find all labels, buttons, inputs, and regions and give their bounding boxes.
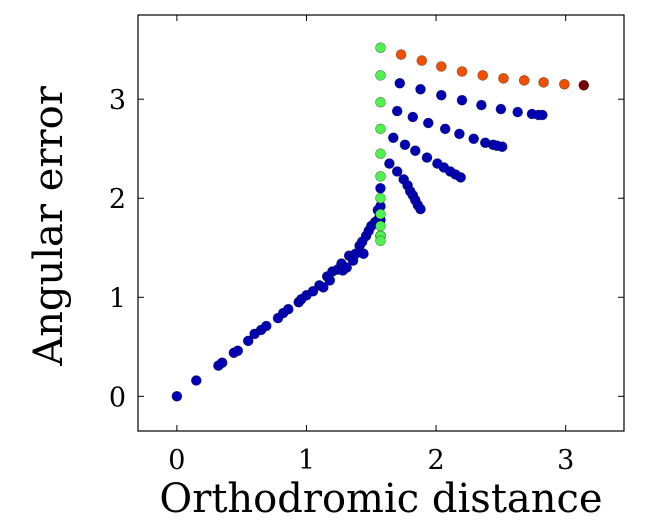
data-point-series-1 (375, 192, 386, 204)
y-tick-label: 3 (109, 85, 126, 116)
data-point-series-0 (232, 345, 244, 357)
y-axis-title: Angular error (26, 85, 72, 366)
data-point-series-1 (375, 123, 386, 135)
data-point-series-0 (307, 285, 319, 297)
data-point-series-1 (375, 96, 386, 108)
data-point-series-0 (375, 183, 386, 194)
data-points (171, 42, 590, 402)
data-point-series-2 (477, 70, 489, 81)
data-point-series-0 (191, 375, 202, 386)
y-tick-label: 1 (109, 283, 126, 314)
x-tick-label: 3 (557, 445, 574, 476)
data-point-series-0 (387, 132, 399, 144)
data-point-series-2 (498, 73, 509, 84)
data-point-series-1 (375, 42, 386, 54)
data-point-series-0 (409, 145, 421, 156)
data-point-series-0 (399, 139, 411, 151)
data-point-series-0 (394, 78, 406, 89)
data-point-series-0 (384, 158, 395, 169)
data-point-series-0 (407, 111, 419, 123)
data-point-series-1 (375, 220, 386, 232)
data-point-series-2 (559, 79, 570, 90)
data-point-series-2 (456, 66, 468, 77)
data-point-series-0 (317, 282, 329, 293)
x-tick-label: 0 (168, 445, 185, 476)
data-point-series-1 (375, 235, 386, 247)
data-point-series-0 (358, 248, 369, 259)
data-point-series-0 (171, 390, 183, 402)
data-point-series-0 (495, 103, 507, 115)
data-point-series-3 (578, 80, 590, 91)
data-point-series-0 (341, 262, 353, 273)
data-point-series-0 (415, 84, 426, 95)
x-tick-label: 1 (298, 445, 315, 476)
data-point-series-1 (375, 148, 386, 159)
axis-ticks: 0 1 2 3 0 1 2 3 (109, 15, 624, 476)
data-point-series-0 (496, 141, 508, 152)
data-point-series-0 (456, 94, 468, 106)
data-point-series-0 (415, 203, 426, 215)
data-point-series-0 (216, 357, 228, 369)
data-point-series-0 (537, 109, 548, 121)
data-point-series-0 (282, 303, 294, 315)
data-point-series-1 (375, 171, 386, 182)
data-point-series-0 (391, 105, 403, 117)
data-point-series-0 (455, 172, 467, 183)
x-axis-title: Orthodromic distance (159, 476, 602, 522)
plot-frame (137, 14, 625, 432)
data-point-series-2 (416, 55, 428, 66)
y-tick-label: 2 (109, 184, 126, 215)
data-point-series-0 (324, 275, 336, 286)
x-tick-label: 2 (427, 445, 444, 476)
data-point-series-0 (435, 89, 447, 101)
data-point-series-0 (476, 99, 487, 111)
data-point-series-1 (375, 70, 386, 81)
data-point-series-2 (395, 49, 407, 60)
data-point-series-0 (242, 335, 254, 347)
y-tick-label: 0 (109, 382, 126, 413)
data-point-series-0 (439, 123, 451, 135)
data-point-series-0 (512, 106, 524, 118)
data-point-series-2 (435, 61, 447, 72)
data-point-series-2 (518, 75, 530, 86)
data-point-series-1 (375, 208, 386, 220)
data-point-series-2 (538, 77, 549, 88)
data-point-series-0 (421, 152, 433, 163)
data-point-series-0 (454, 128, 465, 140)
data-point-series-0 (422, 117, 434, 129)
data-point-series-0 (468, 133, 480, 145)
data-point-series-0 (391, 166, 403, 177)
data-point-series-0 (260, 320, 272, 332)
